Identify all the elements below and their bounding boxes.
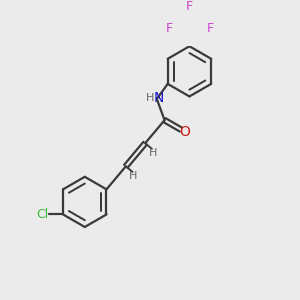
Text: N: N	[153, 91, 164, 105]
Text: H: H	[148, 148, 157, 158]
Text: F: F	[166, 22, 172, 35]
Text: O: O	[179, 125, 190, 139]
Text: F: F	[206, 22, 213, 35]
Text: H: H	[146, 93, 154, 103]
Text: F: F	[186, 0, 193, 13]
Text: H: H	[129, 171, 137, 181]
Text: Cl: Cl	[36, 208, 49, 221]
